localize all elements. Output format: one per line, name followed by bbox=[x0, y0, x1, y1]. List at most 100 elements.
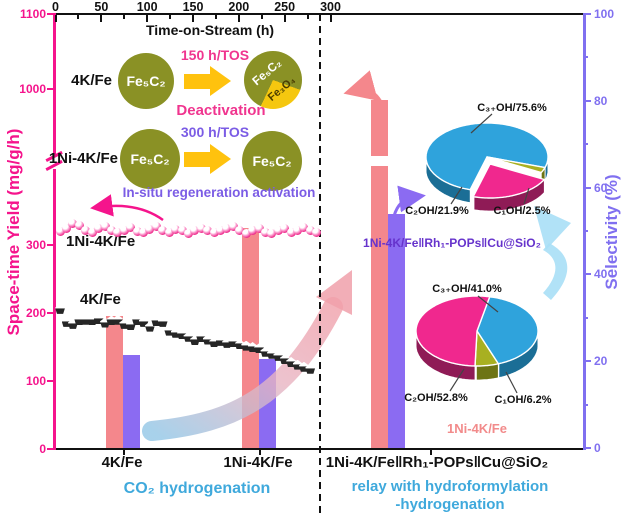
right-tick bbox=[585, 186, 591, 189]
pie-slice-wall bbox=[498, 332, 539, 379]
category-tick bbox=[258, 450, 261, 455]
data-point-pink-sphere bbox=[81, 225, 91, 235]
data-point-pink-sphere bbox=[299, 222, 309, 232]
right-tick-label: 100 bbox=[594, 7, 615, 21]
pie-leader-line bbox=[477, 295, 499, 313]
right-minor-tick bbox=[585, 56, 588, 59]
pink-series-axis-arrow bbox=[90, 194, 164, 222]
left-tick bbox=[47, 88, 54, 90]
pie-slice bbox=[472, 163, 545, 199]
left-axis-line bbox=[53, 13, 56, 450]
fe5c2-fe3o4-particle-icon: Fe₅C₂ Fe₃O₄ bbox=[244, 51, 302, 109]
left-tick-label: 200 bbox=[25, 306, 46, 320]
data-point-black-pentagon bbox=[119, 318, 130, 329]
data-point-black-pentagon bbox=[125, 320, 136, 331]
data-point-pink-sphere bbox=[254, 223, 264, 233]
pie-leader-line bbox=[523, 187, 530, 205]
top-tick-label: 150 bbox=[182, 0, 204, 14]
left-tick bbox=[47, 312, 54, 314]
pie2-slice-label-c2oh: C₂OH/52.8% bbox=[404, 392, 468, 404]
pie1-slice-label-c3oh: C₃₊OH/75.6% bbox=[477, 102, 547, 114]
top-minor-tick bbox=[123, 15, 126, 19]
category-tick bbox=[122, 450, 125, 455]
pie-leader-line bbox=[449, 368, 465, 392]
top-tick-label: 300 bbox=[320, 0, 341, 14]
top-tick bbox=[54, 15, 57, 22]
data-point-pink-sphere bbox=[171, 224, 181, 234]
top-minor-tick bbox=[260, 15, 263, 19]
pie-slice bbox=[415, 295, 491, 367]
pie-leader-line bbox=[470, 113, 493, 134]
fe5c2-particle-icon: Fe₅C₂ bbox=[118, 53, 174, 109]
right-tick bbox=[585, 13, 591, 15]
selectivity-bar bbox=[259, 359, 276, 449]
top-tick bbox=[100, 15, 103, 22]
data-point-pink-sphere bbox=[241, 228, 251, 238]
caption-relay-line1: relay with hydroformylation bbox=[351, 478, 549, 495]
right-tick-label: 40 bbox=[594, 267, 608, 282]
pie-slice-wall bbox=[425, 159, 471, 204]
pie1-title: 1Ni-4K/Fe‖Rh₁-POPs‖Cu@SiO₂ bbox=[363, 236, 541, 250]
pie1-slice-label-c2oh: C₂OH/21.9% bbox=[405, 205, 469, 217]
pie2-slice-label-c3oh: C₃₊OH/41.0% bbox=[432, 283, 502, 295]
data-point-pink-sphere bbox=[209, 228, 219, 238]
right-tick-label: 60 bbox=[594, 180, 608, 195]
top-minor-tick bbox=[77, 15, 80, 19]
x-category-1ni4kfe: 1Ni-4K/Fe bbox=[223, 454, 293, 471]
right-minor-tick bbox=[585, 403, 588, 406]
yellow-arrow-icon bbox=[184, 66, 231, 96]
pie-slice bbox=[476, 296, 539, 365]
left-axis-title: Space-time Yield (mg/g/h) bbox=[4, 128, 23, 336]
pie-slice-wall bbox=[476, 363, 499, 381]
selectivity-bar bbox=[388, 213, 405, 449]
pie-leader-lines bbox=[449, 113, 530, 394]
data-point-pink-sphere bbox=[74, 221, 84, 231]
top-tick-label: 50 bbox=[94, 0, 109, 14]
pie-slice bbox=[486, 156, 546, 174]
left-tick-label: 100 bbox=[25, 374, 46, 388]
x-category-4kfe: 4K/Fe bbox=[101, 454, 143, 471]
top-tick bbox=[192, 15, 194, 22]
particle-label: Fe₅C₂ bbox=[252, 153, 292, 169]
x-category-relay: 1Ni-4K/Fe‖Rh₁-POPs‖Cu@SiO₂ bbox=[325, 454, 549, 471]
pie-charts bbox=[415, 122, 549, 381]
data-point-black-pentagon bbox=[87, 315, 98, 326]
particle-label: Fe₅C₂ bbox=[126, 73, 166, 89]
pie-slice bbox=[425, 122, 549, 191]
data-point-black-pentagon bbox=[100, 317, 110, 328]
data-point-pink-sphere bbox=[106, 225, 116, 235]
caption-co2-hydrogenation: CO₂ hydrogenation bbox=[123, 480, 271, 497]
data-point-pink-sphere bbox=[286, 227, 296, 237]
top-minor-tick bbox=[169, 15, 172, 19]
top-tick-label: 0 bbox=[52, 0, 59, 14]
data-point-black-pentagon bbox=[106, 315, 117, 326]
top-tick-label: 200 bbox=[228, 0, 250, 14]
particle-label: Fe₅C₂ bbox=[130, 151, 170, 167]
data-point-pink-sphere bbox=[119, 225, 129, 235]
data-point-pink-sphere bbox=[190, 226, 200, 236]
data-point-pink-sphere bbox=[312, 227, 322, 237]
series-label-1ni4kfe: 1Ni-4K/Fe bbox=[66, 233, 136, 250]
data-point-pink-sphere bbox=[62, 223, 71, 233]
right-tick-label: 20 bbox=[594, 354, 608, 369]
pie2-title: 1Ni-4K/Fe bbox=[447, 421, 507, 436]
data-point-black-pentagon bbox=[80, 314, 91, 325]
category-tick bbox=[430, 450, 432, 455]
data-point-pink-sphere bbox=[203, 225, 213, 235]
data-point-pink-sphere bbox=[267, 228, 277, 238]
top-minor-tick bbox=[306, 15, 309, 19]
data-point-pink-sphere bbox=[222, 224, 232, 234]
data-point-pink-sphere bbox=[228, 222, 238, 232]
inset-row2-caption: In-situ regeneration activation bbox=[122, 185, 316, 200]
data-point-pink-sphere bbox=[151, 222, 161, 232]
data-point-black-pentagon bbox=[112, 314, 123, 325]
top-minor-tick bbox=[214, 15, 217, 19]
data-point-pink-sphere bbox=[216, 226, 225, 236]
top-tick bbox=[146, 15, 149, 22]
left-tick bbox=[47, 244, 54, 246]
left-tick-label: 300 bbox=[25, 238, 46, 252]
yellow-arrow-icon bbox=[184, 144, 231, 174]
data-point-black-pentagon bbox=[93, 314, 104, 325]
data-point-black-pentagon bbox=[132, 315, 143, 326]
